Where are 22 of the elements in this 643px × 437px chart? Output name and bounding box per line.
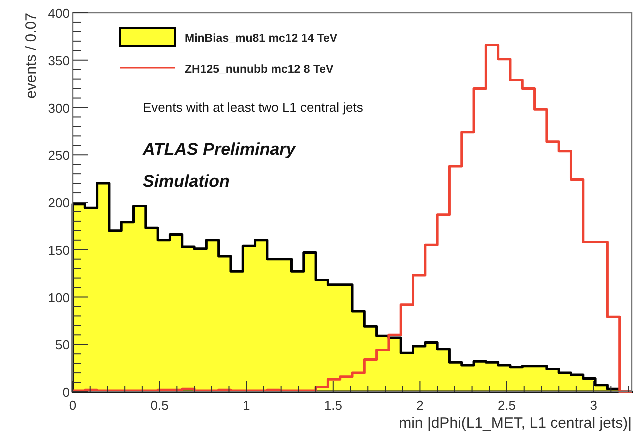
y-tick-label: 350 — [48, 53, 70, 68]
x-axis-title: min |dPhi(L1_MET, L1 central jets)| — [399, 415, 632, 432]
y-tick-label: 100 — [48, 290, 70, 306]
x-tick-label: 2.5 — [498, 398, 516, 413]
x-tick-label: 1 — [242, 398, 250, 413]
y-tick-label: 50 — [56, 338, 70, 353]
legend-label: ZH125_nunubb mc12 8 TeV — [185, 64, 334, 76]
y-axis-title: events / 0.07 — [23, 13, 40, 99]
y-tick-label: 250 — [48, 148, 70, 164]
x-tick-label: 1.5 — [324, 398, 342, 413]
annotation: Events with at least two L1 central jets — [143, 100, 364, 115]
y-tick-label: 200 — [48, 196, 70, 210]
y-tick-label: 150 — [48, 242, 70, 258]
x-tick-label: 0.5 — [150, 398, 169, 413]
legend-label: MinBias_mu81 mc12 14 TeV — [185, 33, 338, 45]
y-tick-label: 400 — [48, 6, 70, 21]
x-tick-label: 3 — [590, 398, 598, 413]
y-tick-label: 0 — [62, 385, 70, 400]
y-tick-label: 300 — [48, 100, 70, 116]
annotation: ATLAS Preliminary — [142, 140, 298, 159]
annotation: Simulation — [143, 172, 230, 191]
x-tick-label: 2 — [416, 398, 424, 413]
